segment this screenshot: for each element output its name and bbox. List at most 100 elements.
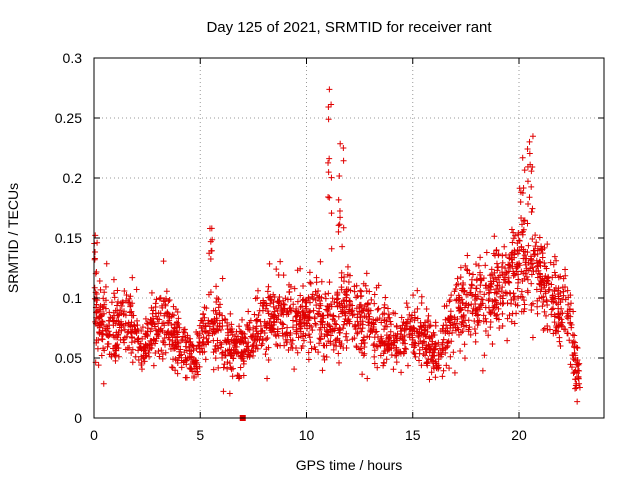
data-point: [336, 329, 343, 336]
data-point: [540, 298, 547, 305]
data-point: [173, 324, 180, 331]
data-point: [415, 333, 422, 340]
data-point: [121, 288, 128, 295]
data-point: [209, 236, 216, 243]
data-point: [340, 321, 347, 328]
data-point: [97, 286, 104, 293]
data-point: [521, 301, 528, 308]
data-point: [275, 312, 282, 319]
data-point: [567, 361, 574, 368]
data-point: [312, 288, 319, 295]
data-point: [508, 300, 515, 307]
data-point: [556, 315, 563, 322]
data-point: [423, 306, 430, 313]
data-point: [344, 317, 351, 324]
data-point: [300, 282, 307, 289]
data-point: [499, 259, 506, 266]
data-point: [133, 328, 140, 335]
data-point: [444, 328, 451, 335]
data-point: [96, 329, 103, 336]
data-point: [237, 353, 244, 360]
data-point: [477, 282, 484, 289]
data-point: [418, 293, 425, 300]
data-point: [463, 291, 470, 298]
data-point: [503, 270, 510, 277]
data-point: [428, 369, 435, 376]
data-point: [306, 269, 313, 276]
data-point: [361, 313, 368, 320]
data-point: [399, 322, 406, 329]
data-point: [213, 283, 220, 290]
data-point: [337, 214, 344, 221]
data-point: [145, 349, 152, 356]
data-point: [102, 305, 109, 312]
data-point: [406, 331, 413, 338]
data-point: [337, 308, 344, 315]
data-point: [496, 279, 503, 286]
data-point: [143, 331, 150, 338]
data-point: [103, 260, 110, 267]
data-point: [460, 281, 467, 288]
data-point: [228, 352, 235, 359]
data-point: [229, 373, 236, 380]
data-point: [114, 298, 121, 305]
data-point: [360, 336, 367, 343]
data-point: [569, 352, 576, 359]
data-point: [564, 287, 571, 294]
data-point: [218, 350, 225, 357]
data-point: [132, 353, 139, 360]
data-point: [213, 299, 220, 306]
data-point: [206, 327, 213, 334]
data-point: [147, 337, 154, 344]
data-point: [485, 297, 492, 304]
data-point: [402, 326, 409, 333]
data-point: [175, 315, 182, 322]
data-point: [571, 332, 578, 339]
data-point: [98, 330, 105, 337]
data-point: [188, 348, 195, 355]
data-point: [526, 194, 533, 201]
data-point: [261, 330, 268, 337]
data-point: [196, 345, 203, 352]
data-point: [404, 304, 411, 311]
data-point: [152, 340, 159, 347]
data-point: [153, 296, 160, 303]
data-point: [553, 299, 560, 306]
data-point: [157, 294, 164, 301]
data-point: [513, 310, 520, 317]
data-point: [537, 259, 544, 266]
y-tick-label: 0: [74, 410, 82, 426]
data-point: [404, 316, 411, 323]
data-point: [215, 327, 222, 334]
data-point: [425, 356, 432, 363]
data-point: [551, 269, 558, 276]
data-point: [506, 312, 513, 319]
data-point: [305, 349, 312, 356]
data-point: [174, 359, 181, 366]
data-point: [381, 348, 388, 355]
data-point: [298, 345, 305, 352]
data-point: [515, 229, 522, 236]
data-point: [370, 323, 377, 330]
data-point: [225, 332, 232, 339]
data-point: [427, 322, 434, 329]
data-point: [510, 268, 517, 275]
data-point: [504, 290, 511, 297]
data-point: [249, 334, 256, 341]
data-point: [239, 338, 246, 345]
data-point: [375, 282, 382, 289]
data-point: [368, 296, 375, 303]
data-point: [570, 338, 577, 345]
data-point: [465, 328, 472, 335]
data-point: [439, 341, 446, 348]
data-point: [242, 335, 249, 342]
data-point: [397, 350, 404, 357]
data-point: [255, 312, 262, 319]
data-point: [325, 193, 332, 200]
data-point: [263, 324, 270, 331]
data-point: [504, 300, 511, 307]
data-point: [335, 196, 342, 203]
data-point: [411, 339, 418, 346]
data-point: [563, 313, 570, 320]
data-point: [495, 264, 502, 271]
